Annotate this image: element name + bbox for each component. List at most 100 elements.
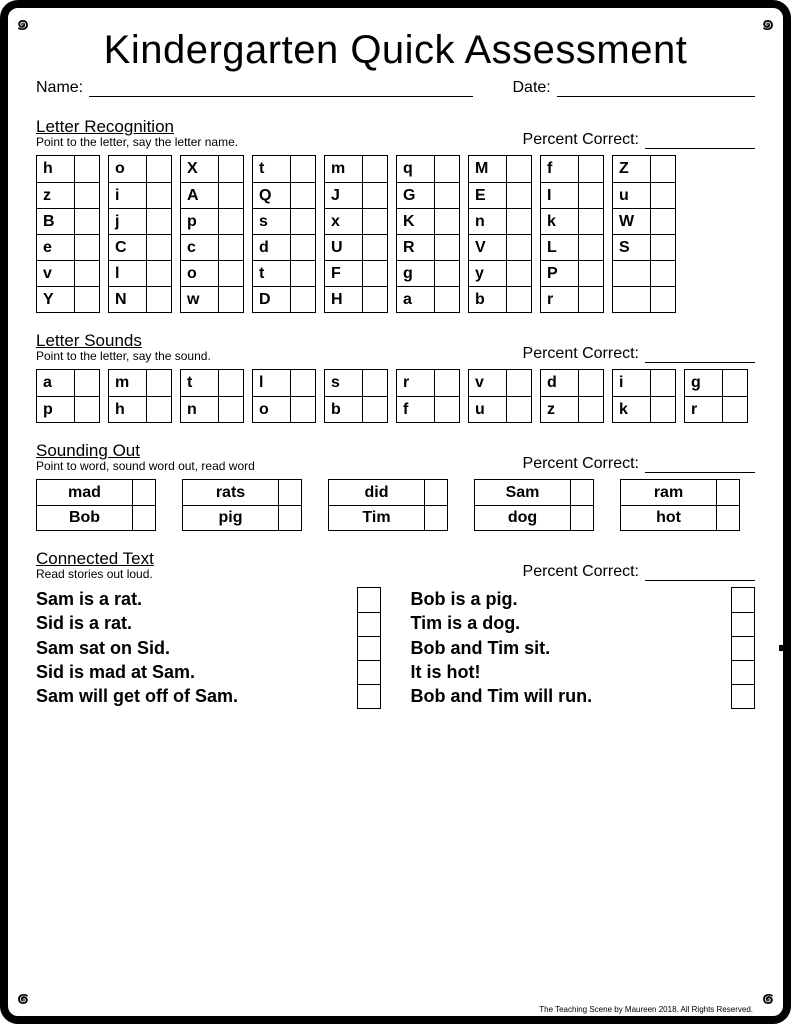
check-cell[interactable] — [651, 156, 675, 182]
check-cell[interactable] — [147, 235, 171, 260]
check-cell[interactable] — [363, 370, 387, 396]
check-cell[interactable] — [651, 261, 675, 286]
check-cell[interactable] — [75, 209, 99, 234]
check-cell[interactable] — [435, 370, 459, 396]
check-cell[interactable] — [358, 636, 380, 660]
percent-input-line[interactable] — [645, 563, 755, 581]
check-cell[interactable] — [579, 235, 603, 260]
check-cell[interactable] — [571, 480, 593, 505]
check-cell[interactable] — [507, 235, 531, 260]
check-cell[interactable] — [219, 235, 243, 260]
check-cell[interactable] — [291, 397, 315, 422]
check-cell[interactable] — [507, 209, 531, 234]
check-cell[interactable] — [75, 261, 99, 286]
check-cell[interactable] — [507, 370, 531, 396]
check-cell[interactable] — [363, 397, 387, 422]
check-cell[interactable] — [435, 156, 459, 182]
check-cell[interactable] — [147, 261, 171, 286]
check-cell[interactable] — [651, 183, 675, 208]
check-cell[interactable] — [507, 261, 531, 286]
check-cell[interactable] — [279, 480, 301, 505]
check-cell[interactable] — [358, 684, 380, 708]
check-cell[interactable] — [133, 480, 155, 505]
check-cell[interactable] — [651, 235, 675, 260]
check-cell[interactable] — [651, 287, 675, 312]
check-cell[interactable] — [147, 370, 171, 396]
check-cell[interactable] — [435, 287, 459, 312]
check-cell[interactable] — [425, 480, 447, 505]
check-cell[interactable] — [291, 209, 315, 234]
check-cell[interactable] — [435, 261, 459, 286]
check-cell[interactable] — [732, 636, 754, 660]
percent-input-line[interactable] — [645, 131, 755, 149]
check-cell[interactable] — [651, 209, 675, 234]
check-cell[interactable] — [579, 209, 603, 234]
check-cell[interactable] — [732, 612, 754, 636]
check-cell[interactable] — [358, 660, 380, 684]
check-cell[interactable] — [219, 183, 243, 208]
check-cell[interactable] — [147, 156, 171, 182]
check-cell[interactable] — [651, 397, 675, 422]
check-cell[interactable] — [147, 397, 171, 422]
check-cell[interactable] — [219, 209, 243, 234]
check-cell[interactable] — [291, 370, 315, 396]
check-cell[interactable] — [579, 261, 603, 286]
check-cell[interactable] — [435, 209, 459, 234]
check-cell[interactable] — [363, 261, 387, 286]
check-cell[interactable] — [732, 588, 754, 612]
percent-input-line[interactable] — [645, 455, 755, 473]
check-cell[interactable] — [579, 183, 603, 208]
check-cell[interactable] — [75, 156, 99, 182]
check-cell[interactable] — [723, 370, 747, 396]
check-cell[interactable] — [363, 156, 387, 182]
check-cell[interactable] — [219, 287, 243, 312]
check-cell[interactable] — [717, 480, 739, 505]
check-cell[interactable] — [291, 261, 315, 286]
check-cell[interactable] — [435, 183, 459, 208]
check-cell[interactable] — [507, 397, 531, 422]
check-cell[interactable] — [75, 235, 99, 260]
check-cell[interactable] — [291, 183, 315, 208]
check-cell[interactable] — [75, 183, 99, 208]
check-cell[interactable] — [219, 156, 243, 182]
check-cell[interactable] — [435, 397, 459, 422]
check-cell[interactable] — [579, 370, 603, 396]
check-cell[interactable] — [291, 287, 315, 312]
check-cell[interactable] — [147, 183, 171, 208]
check-cell[interactable] — [219, 370, 243, 396]
date-input-line[interactable] — [557, 79, 755, 97]
check-cell[interactable] — [75, 397, 99, 422]
check-cell[interactable] — [507, 183, 531, 208]
check-cell[interactable] — [219, 397, 243, 422]
check-cell[interactable] — [363, 209, 387, 234]
name-input-line[interactable] — [89, 79, 472, 97]
check-cell[interactable] — [717, 506, 739, 530]
check-cell[interactable] — [732, 660, 754, 684]
check-cell[interactable] — [358, 588, 380, 612]
check-cell[interactable] — [147, 287, 171, 312]
check-cell[interactable] — [571, 506, 593, 530]
check-cell[interactable] — [579, 397, 603, 422]
check-cell[interactable] — [291, 235, 315, 260]
check-cell[interactable] — [723, 397, 747, 422]
check-cell[interactable] — [651, 370, 675, 396]
check-cell[interactable] — [732, 684, 754, 708]
check-cell[interactable] — [363, 183, 387, 208]
check-cell[interactable] — [219, 261, 243, 286]
check-cell[interactable] — [147, 209, 171, 234]
check-cell[interactable] — [133, 506, 155, 530]
check-cell[interactable] — [363, 287, 387, 312]
percent-input-line[interactable] — [645, 345, 755, 363]
check-cell[interactable] — [358, 612, 380, 636]
check-cell[interactable] — [425, 506, 447, 530]
check-cell[interactable] — [507, 287, 531, 312]
check-cell[interactable] — [363, 235, 387, 260]
check-cell[interactable] — [579, 287, 603, 312]
check-cell[interactable] — [435, 235, 459, 260]
check-cell[interactable] — [75, 370, 99, 396]
check-cell[interactable] — [75, 287, 99, 312]
check-cell[interactable] — [279, 506, 301, 530]
check-cell[interactable] — [291, 156, 315, 182]
check-cell[interactable] — [507, 156, 531, 182]
check-cell[interactable] — [579, 156, 603, 182]
